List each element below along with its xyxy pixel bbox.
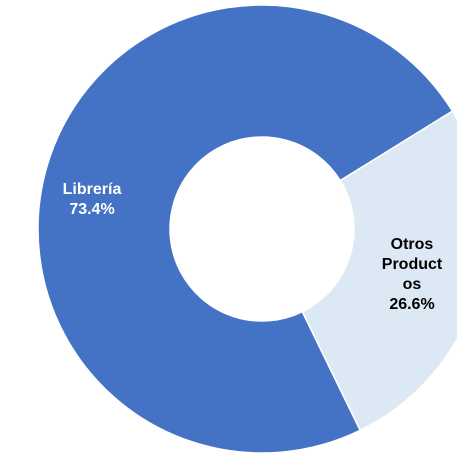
slice-label: Librería 73.4%: [47, 180, 137, 220]
slice-label: Otros Productos 26.6%: [377, 235, 447, 315]
donut-slice: [37, 4, 454, 454]
donut-slice: [301, 110, 457, 432]
value-label: 26.6%: [389, 296, 435, 313]
category-label: Librería: [62, 181, 122, 198]
value-label: 73.4%: [69, 201, 115, 218]
category-label: Otros Productos: [381, 236, 443, 293]
